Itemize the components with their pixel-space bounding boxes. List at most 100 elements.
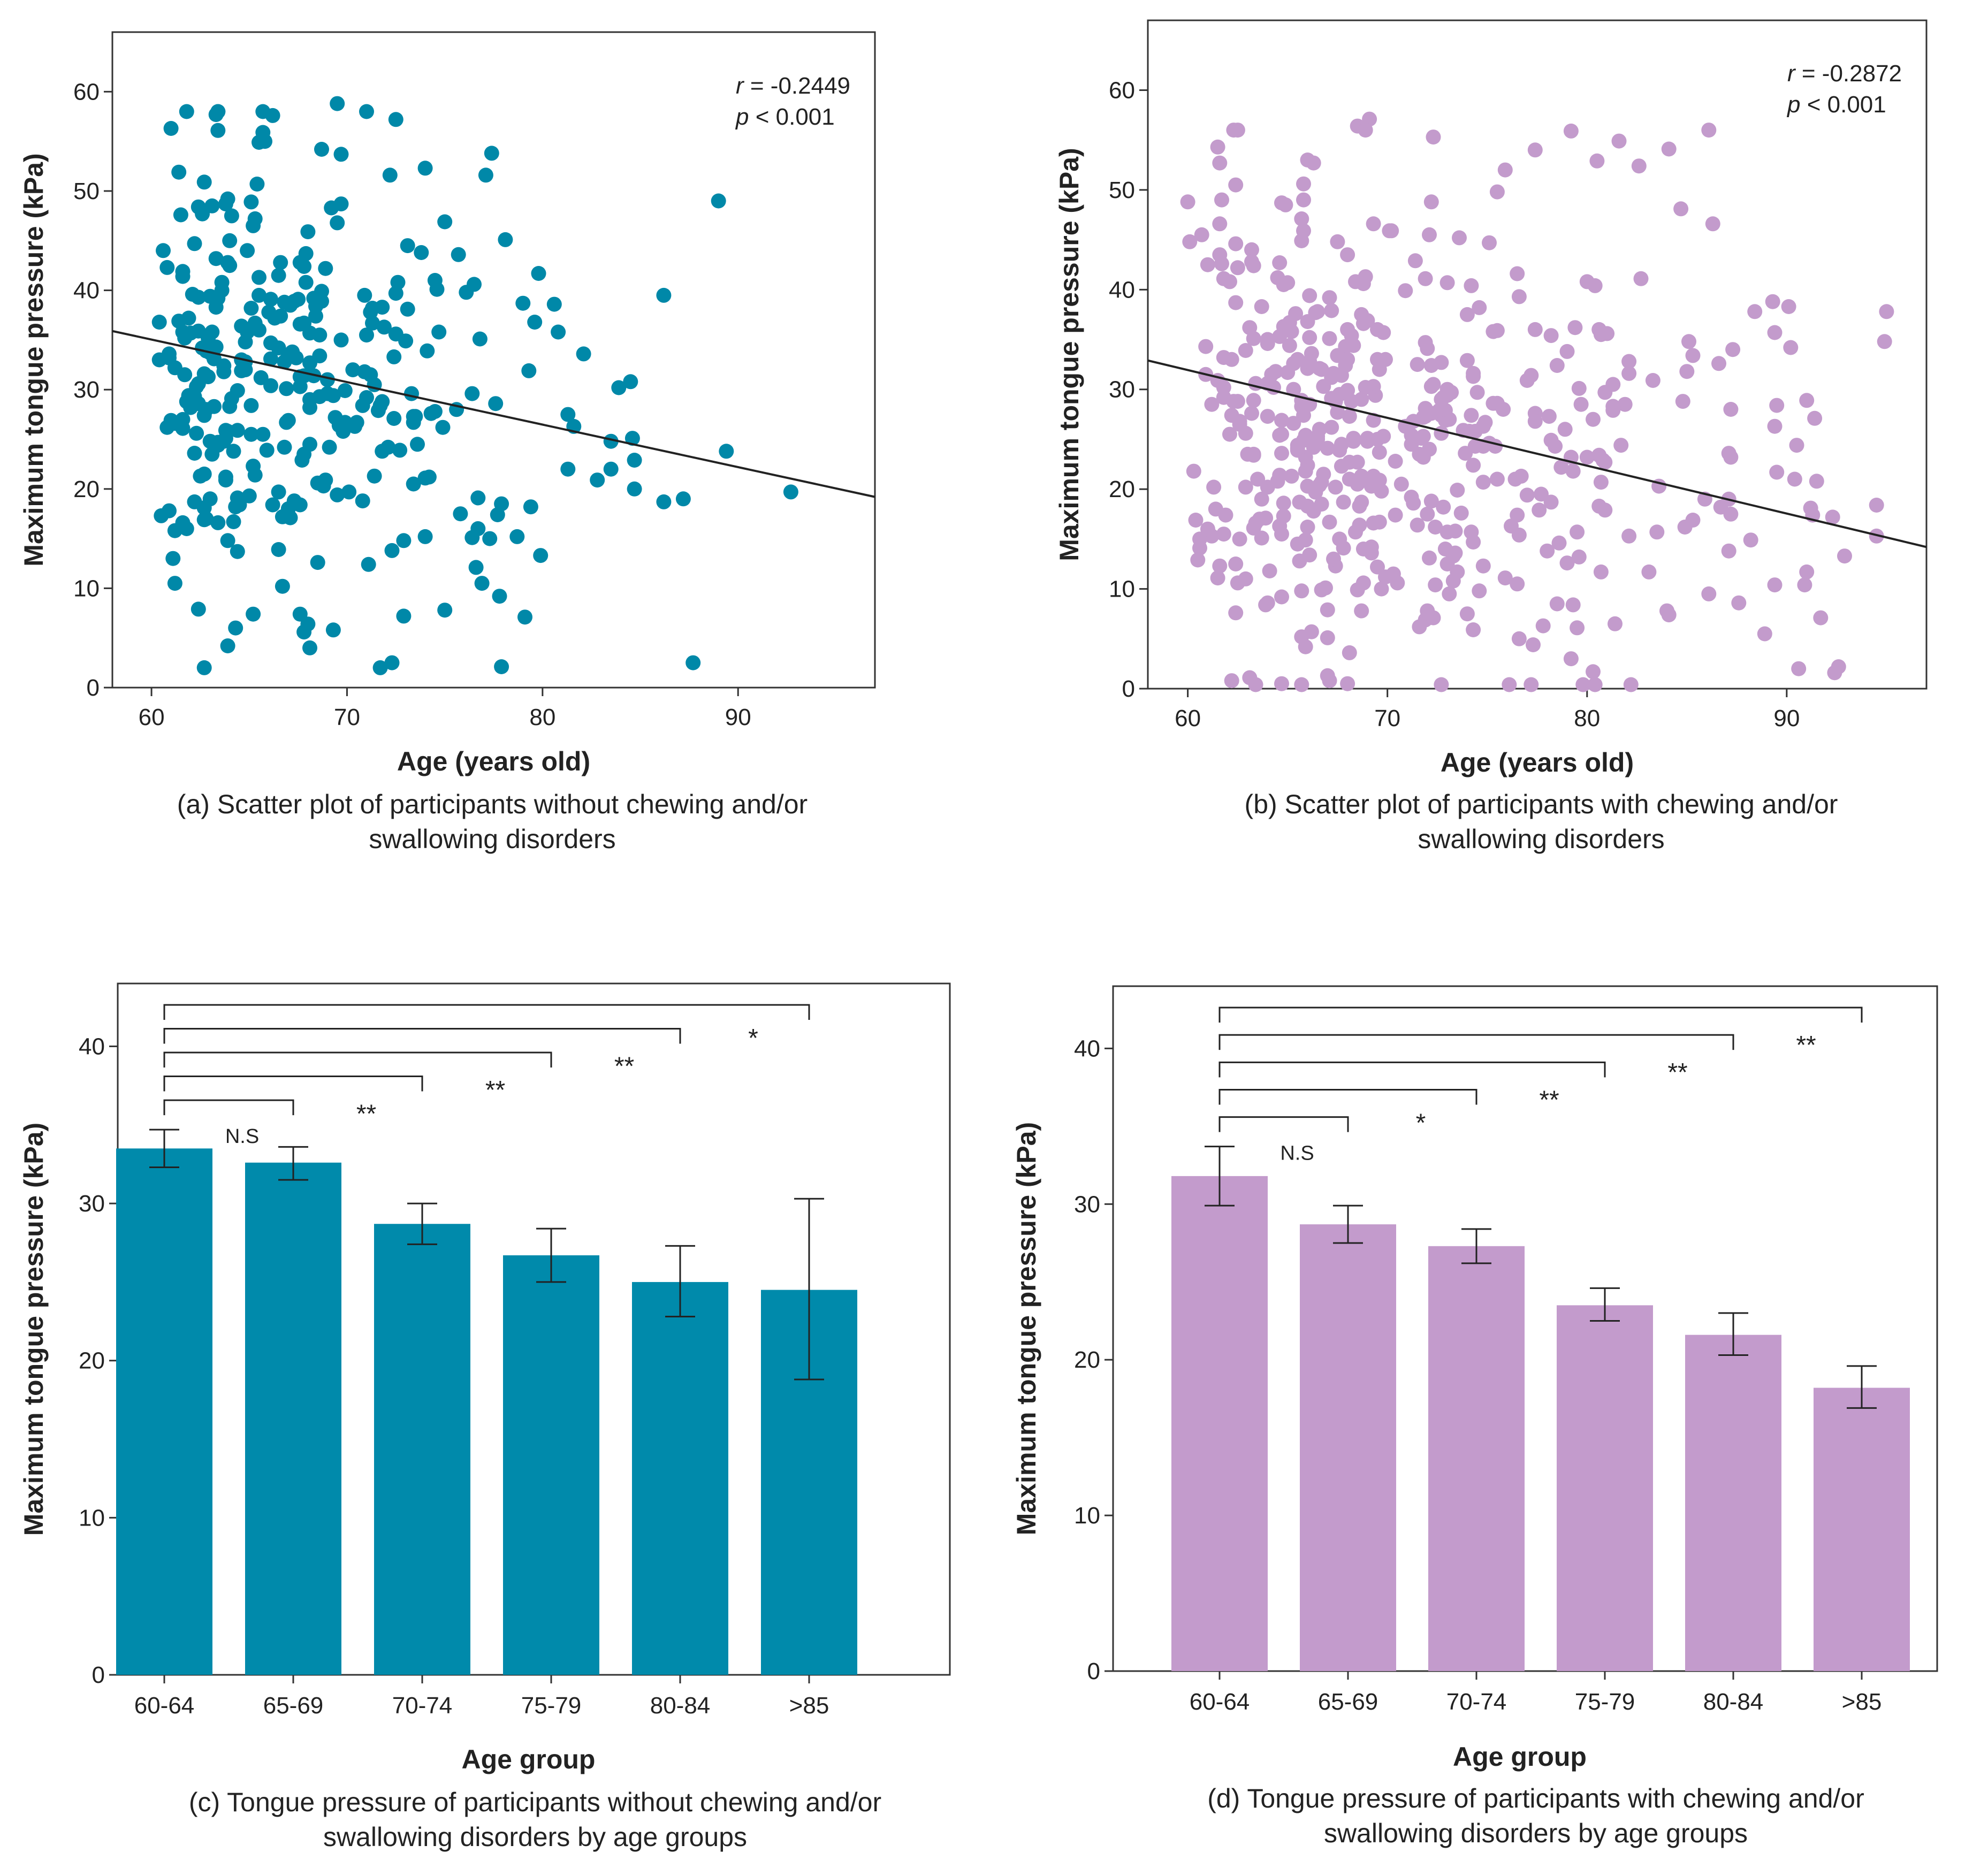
panel-a-caption-line: (a) Scatter plot of participants without… [177, 789, 808, 819]
scatter-point [1340, 247, 1355, 263]
scatter-point [191, 601, 206, 617]
panel-c-significance-label: N.S [225, 1125, 259, 1148]
scatter-point [341, 484, 357, 500]
scatter-point [1747, 304, 1763, 319]
scatter-point [406, 476, 421, 492]
scatter-point [333, 332, 349, 348]
scatter-point [1543, 328, 1559, 344]
scatter-point [468, 560, 484, 575]
panel-a-r-value: r = -0.2449 [736, 73, 850, 99]
scatter-point [1535, 618, 1551, 634]
panel-d-significance-label: N.S [1280, 1142, 1314, 1165]
scatter-point [1294, 677, 1309, 692]
scatter-point [1292, 494, 1307, 510]
scatter-point [1366, 468, 1381, 484]
scatter-point [1767, 325, 1783, 340]
scatter-point [1370, 559, 1385, 575]
panel-d-bar-chart: 0 10 20 30 40 60-64 65-69 70-74 75-79 80-84 >85 N.S… [1011, 985, 1938, 1848]
scatter-point [783, 484, 798, 500]
scatter-point [363, 367, 378, 383]
scatter-point [1274, 413, 1289, 428]
scatter-point [1519, 373, 1535, 388]
scatter-point [1354, 603, 1369, 619]
scatter-point [656, 287, 672, 303]
scatter-point [308, 308, 323, 324]
scatter-point [1551, 535, 1567, 551]
scatter-point [1631, 158, 1647, 174]
panel-c-y-axis-title: Maximum tongue pressure (kPa) [19, 1123, 49, 1536]
scatter-point [1324, 303, 1339, 318]
scatter-point [1398, 283, 1413, 299]
scatter-point [1510, 576, 1525, 592]
panel-a-x-tick-label: 80 [529, 704, 555, 730]
scatter-point [1475, 558, 1491, 574]
p-symbol: p [1786, 92, 1800, 118]
scatter-point [1621, 365, 1637, 381]
panel-d-bar [1557, 1305, 1653, 1671]
scatter-point [1340, 322, 1355, 337]
scatter-point [490, 507, 505, 522]
scatter-point [316, 478, 331, 494]
scatter-point [1765, 294, 1780, 309]
scatter-point [1497, 162, 1513, 178]
scatter-point [1222, 426, 1237, 442]
scatter-point [1673, 201, 1689, 217]
scatter-point [372, 660, 388, 675]
scatter-point [1204, 397, 1220, 412]
panel-c-caption-line: (c) Tongue pressure of participants with… [189, 1787, 881, 1817]
panel-c-bar [374, 1224, 470, 1675]
scatter-point [1340, 676, 1355, 691]
scatter-point [1366, 413, 1381, 428]
scatter-point [207, 399, 222, 414]
panel-c-significance-label: ** [485, 1076, 505, 1104]
panel-c-y-tick-label: 40 [79, 1033, 105, 1059]
scatter-point [298, 246, 314, 261]
scatter-point [1593, 475, 1609, 490]
r-number: = -0.2872 [1795, 60, 1902, 87]
scatter-point [1723, 402, 1739, 417]
scatter-point [1180, 194, 1195, 210]
scatter-point [1869, 498, 1884, 513]
scatter-point [159, 260, 175, 275]
scatter-point [1559, 555, 1575, 571]
scatter-point [1352, 498, 1367, 514]
scatter-point [1358, 380, 1373, 395]
scatter-point [1757, 626, 1772, 642]
scatter-point [1532, 502, 1547, 518]
scatter-point [1543, 494, 1559, 510]
scatter-point [1781, 299, 1796, 314]
scatter-point [611, 380, 627, 395]
scatter-point [279, 415, 294, 430]
scatter-point [359, 327, 374, 343]
scatter-point [414, 245, 429, 260]
scatter-point [1466, 622, 1481, 637]
scatter-point [1260, 409, 1275, 424]
scatter-point [1597, 502, 1613, 518]
scatter-point [1260, 336, 1275, 351]
scatter-point [1450, 483, 1465, 498]
scatter-point [1300, 478, 1315, 494]
scatter-point [1452, 230, 1467, 246]
scatter-point [1459, 307, 1475, 322]
scatter-point [367, 468, 382, 484]
scatter-point [302, 640, 317, 655]
scatter-point [1226, 123, 1241, 138]
scatter-point [1254, 491, 1269, 507]
scatter-point [384, 543, 400, 558]
panel-b-y-tick-label: 50 [1109, 177, 1135, 203]
scatter-point [685, 655, 701, 670]
panel-b-y-tick-label: 0 [1122, 676, 1135, 702]
scatter-point [298, 275, 314, 290]
scatter-point [220, 533, 235, 548]
scatter-point [1407, 253, 1423, 269]
scatter-point [376, 319, 392, 335]
scatter-point [1571, 549, 1587, 565]
panel-b-scatter-chart: 0 10 20 30 40 50 60 60 70 80 90 r = -0.2872 p < 0.00… [1054, 19, 1928, 854]
panel-d-y-axis-title: Maximum tongue pressure (kPa) [1011, 1122, 1041, 1535]
scatter-point [400, 238, 415, 254]
scatter-point [521, 363, 537, 378]
scatter-point [224, 208, 239, 224]
scatter-point [1527, 414, 1543, 429]
scatter-point [384, 655, 400, 670]
scatter-point [417, 161, 433, 176]
